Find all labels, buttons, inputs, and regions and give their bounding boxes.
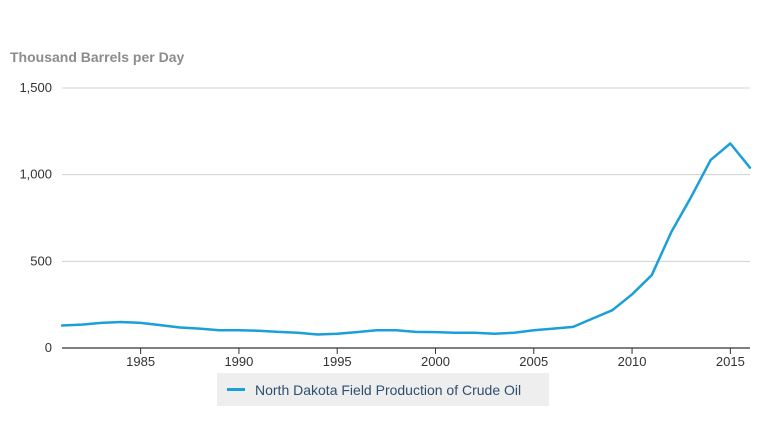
x-tick-label: 1985 (126, 354, 155, 369)
grid-lines (62, 87, 750, 349)
series-line-0[interactable] (60, 142, 752, 336)
legend[interactable]: North Dakota Field Production of Crude O… (217, 373, 549, 406)
x-tick-label: 1995 (323, 354, 352, 369)
series-lines (60, 142, 752, 336)
x-axis-ticks: 1985 1990 1995 2000 2005 2010 2015 (126, 348, 745, 369)
x-tick-label: 2015 (716, 354, 745, 369)
x-tick-label: 1990 (224, 354, 253, 369)
x-tick-label: 2000 (421, 354, 450, 369)
legend-swatch (227, 388, 245, 391)
y-tick-label: 500 (30, 253, 52, 268)
x-tick-label: 2005 (519, 354, 548, 369)
y-axis-ticks: 0 500 1,000 1,500 (19, 80, 52, 355)
y-tick-label: 1,000 (19, 167, 52, 182)
legend-series-label[interactable]: North Dakota Field Production of Crude O… (255, 381, 522, 398)
y-tick-label: 0 (45, 340, 52, 355)
x-tick-label: 2010 (618, 354, 647, 369)
y-axis-title: Thousand Barrels per Day (10, 49, 185, 65)
y-tick-label: 1,500 (19, 80, 52, 95)
